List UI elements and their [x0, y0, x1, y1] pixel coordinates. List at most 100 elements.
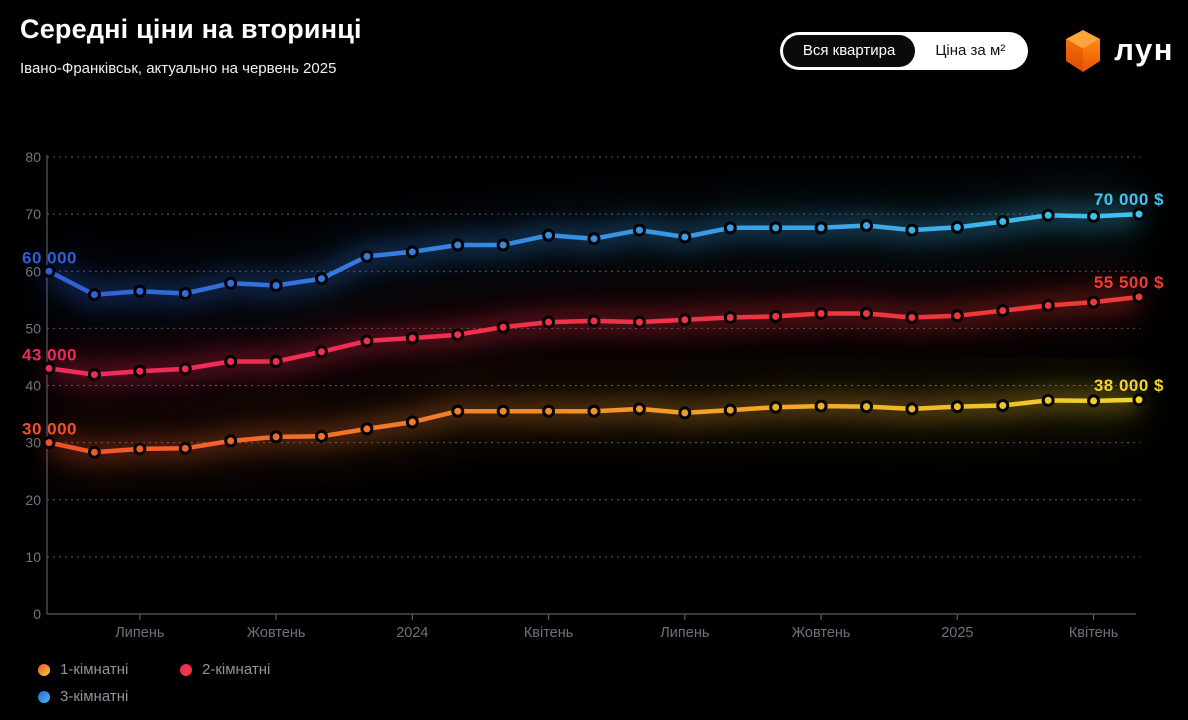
- legend-item-3-кімнатні[interactable]: 3-кімнатні: [38, 683, 180, 710]
- legend-dot-icon: [38, 663, 50, 676]
- header-right: Вся квартира Ціна за м² лун: [779, 28, 1174, 74]
- svg-text:20: 20: [25, 492, 41, 508]
- lun-logo: лун: [1062, 28, 1174, 74]
- data-point: [1132, 290, 1146, 304]
- svg-text:60: 60: [25, 263, 41, 279]
- data-point: [723, 403, 737, 417]
- legend-dot-icon: [180, 663, 192, 676]
- data-point: [632, 402, 646, 416]
- data-point: [814, 399, 828, 413]
- data-point: [315, 345, 329, 359]
- data-point: [678, 230, 692, 244]
- data-point: [1041, 299, 1055, 313]
- value-label-start-3-кімнатні: 60 000: [22, 248, 77, 267]
- data-point: [1132, 207, 1146, 221]
- data-point: [224, 276, 238, 290]
- data-point: [542, 228, 556, 242]
- toggle-price-per-m2[interactable]: Ціна за м²: [915, 35, 1025, 67]
- data-point: [269, 355, 283, 369]
- data-point: [1041, 208, 1055, 222]
- data-point: [769, 221, 783, 235]
- data-point: [315, 429, 329, 443]
- data-point: [632, 223, 646, 237]
- data-point: [587, 404, 601, 418]
- lun-logo-text: лун: [1114, 31, 1174, 67]
- data-point: [87, 368, 101, 382]
- data-point: [87, 445, 101, 459]
- svg-text:Липень: Липень: [660, 625, 709, 641]
- value-label-start-2-кімнатні: 43 000: [22, 345, 77, 364]
- data-point: [632, 315, 646, 329]
- svg-text:50: 50: [25, 320, 41, 336]
- series-points-2-кімнатні: [42, 290, 1146, 382]
- data-point: [905, 223, 919, 237]
- data-point: [1087, 209, 1101, 223]
- svg-text:Липень: Липень: [115, 625, 164, 641]
- value-label-end-1-кімнатні: 38 000 $: [1094, 376, 1164, 395]
- value-label-end-2-кімнатні: 55 500 $: [1094, 273, 1164, 292]
- svg-text:70: 70: [25, 206, 41, 222]
- svg-text:40: 40: [25, 378, 41, 394]
- data-point: [87, 288, 101, 302]
- data-point: [950, 220, 964, 234]
- data-point: [224, 434, 238, 448]
- page-title: Середні ціни на вторинці: [20, 14, 362, 44]
- data-point: [950, 400, 964, 414]
- legend-label: 3-кімнатні: [60, 688, 129, 705]
- data-point: [269, 430, 283, 444]
- data-point: [451, 238, 465, 252]
- data-point: [360, 422, 374, 436]
- x-axis-labels: Липень Жовтень 2024 Квітень Липень Жовтень 202…: [115, 614, 1118, 641]
- svg-text:0: 0: [33, 606, 41, 622]
- data-point: [587, 232, 601, 246]
- series-points-1-кімнатні: [42, 393, 1146, 459]
- data-point: [451, 404, 465, 418]
- y-axis-labels: 0 10 20 30 40 50 60 70 80: [25, 149, 41, 622]
- data-point: [42, 264, 56, 278]
- data-point: [496, 238, 510, 252]
- lun-cube-icon: [1066, 30, 1101, 72]
- data-point: [451, 328, 465, 342]
- data-point: [42, 361, 56, 375]
- data-point: [315, 272, 329, 286]
- data-point: [1087, 295, 1101, 309]
- data-point: [860, 400, 874, 414]
- svg-text:2024: 2024: [396, 625, 428, 641]
- data-point: [814, 307, 828, 321]
- data-point: [178, 287, 192, 301]
- legend-item-1-кімнатні[interactable]: 1-кімнатні: [38, 656, 180, 683]
- data-point: [405, 245, 419, 259]
- data-point: [42, 436, 56, 450]
- value-label-start-1-кімнатні: 30 000: [22, 420, 77, 439]
- data-point: [860, 307, 874, 321]
- data-point: [1132, 393, 1146, 407]
- toggle-whole-apartment[interactable]: Вся квартира: [782, 35, 916, 67]
- data-point: [996, 304, 1010, 318]
- data-point: [905, 311, 919, 325]
- data-point: [360, 249, 374, 263]
- value-label-end-3-кімнатні: 70 000 $: [1094, 190, 1164, 209]
- legend-item-2-кімнатні[interactable]: 2-кімнатні: [180, 656, 322, 683]
- data-point: [224, 355, 238, 369]
- data-point: [905, 402, 919, 416]
- svg-text:Квітень: Квітень: [1069, 625, 1118, 641]
- data-point: [950, 309, 964, 323]
- data-point: [133, 364, 147, 378]
- data-point: [269, 279, 283, 293]
- svg-text:Квітень: Квітень: [524, 625, 573, 641]
- data-point: [542, 315, 556, 329]
- data-point: [723, 311, 737, 325]
- page-subtitle: Івано-Франківськ, актуально на червень 2…: [20, 60, 337, 77]
- data-point: [678, 313, 692, 327]
- data-point: [996, 215, 1010, 229]
- svg-text:80: 80: [25, 149, 41, 165]
- svg-text:2025: 2025: [941, 625, 973, 641]
- legend-dot-icon: [38, 690, 50, 703]
- data-point: [405, 415, 419, 429]
- data-point: [996, 398, 1010, 412]
- legend-label: 1-кімнатні: [60, 661, 129, 678]
- data-point: [1087, 394, 1101, 408]
- data-point: [360, 334, 374, 348]
